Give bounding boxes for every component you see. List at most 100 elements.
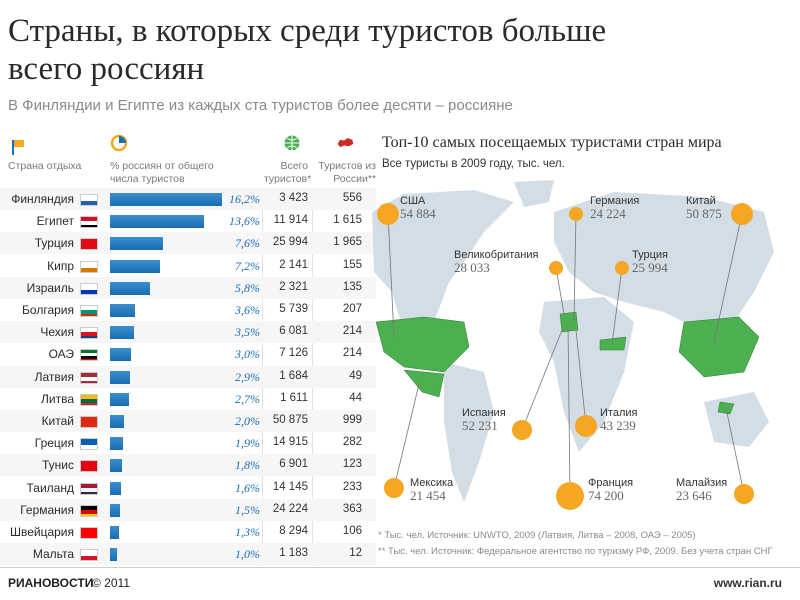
russian-tourists: 49: [349, 369, 362, 382]
leader-line: [567, 323, 571, 497]
country-marker: [549, 261, 563, 275]
share-label: 13,6%: [229, 214, 260, 229]
share-bar: [110, 548, 117, 562]
total-tourists: 2 141: [279, 258, 308, 271]
country-label: Мексика: [410, 477, 454, 489]
russian-tourists: 1 615: [333, 214, 362, 227]
country-name: ОАЭ: [48, 347, 74, 362]
table-row: Израиль 5,8% 2 321 135: [0, 276, 380, 299]
russian-tourists: 106: [342, 525, 362, 537]
table-row: Германия 1,5% 24 224 363: [0, 498, 380, 521]
country-label: Великобритания: [454, 249, 539, 261]
country-label: США: [400, 195, 426, 207]
tourist-value-label: 50 875: [686, 206, 722, 221]
share-label: 3,6%: [235, 303, 260, 317]
country-flag-icon: [80, 327, 98, 340]
leader-line: [393, 383, 420, 489]
flag-icon: [12, 140, 24, 155]
country-name: Литва: [41, 391, 74, 406]
country-marker: [731, 203, 753, 225]
tourist-value-label: 54 884: [400, 206, 436, 221]
country-marker: [615, 261, 629, 275]
country-flag-icon: [80, 282, 98, 295]
map-title: Топ-10 самых посещаемых туристами стран …: [382, 134, 722, 151]
share-label: 1,3%: [235, 525, 260, 539]
page-subtitle: В Финляндии и Египте из каждых ста турис…: [8, 97, 513, 114]
russian-tourists: 123: [342, 458, 362, 471]
share-bar: [110, 392, 129, 406]
table-row: Китай 2,0% 50 875 999: [0, 410, 380, 432]
tourist-value-label: 25 994: [632, 260, 668, 275]
tourist-value-label: 28 033: [454, 260, 490, 275]
share-label: 16,2%: [229, 192, 260, 206]
total-tourists: 1 183: [279, 547, 308, 560]
footnote-1: * Тыс. чел. Источник: UNWTO, 2009 (Латви…: [378, 530, 696, 541]
russian-tourists: 233: [342, 480, 362, 493]
country-label: Турция: [632, 249, 668, 261]
country-name: Швейцария: [9, 525, 74, 539]
country-name: Китай: [41, 414, 74, 428]
total-tourists: 50 875: [272, 414, 308, 426]
table-row: Таиланд 1,6% 14 145 233: [0, 477, 380, 499]
share-label: 2,0%: [235, 414, 260, 428]
country-label: Китай: [686, 195, 716, 207]
russian-tourists: 135: [342, 280, 362, 293]
country-name: Израиль: [26, 280, 74, 295]
country-flag-icon: [80, 416, 98, 428]
russian-tourists: 1 965: [333, 236, 362, 249]
russian-tourists: 282: [342, 436, 362, 449]
header-russia: Туристов из России**: [318, 160, 376, 185]
tourist-value-label: 24 224: [590, 206, 626, 221]
share-label: 2,7%: [235, 391, 260, 406]
share-label: 1,0%: [235, 547, 260, 562]
site-link[interactable]: www.rian.ru: [713, 576, 782, 590]
share-label: 1,6%: [235, 480, 260, 495]
tourist-value-label: 52 231: [462, 418, 498, 433]
total-tourists: 8 294: [279, 525, 308, 537]
share-bar: [110, 526, 119, 539]
table-row: Турция 7,6% 25 994 1 965: [0, 232, 380, 255]
share-label: 5,8%: [235, 280, 260, 295]
country-name: Тунис: [42, 458, 74, 473]
russian-tourists: 12: [349, 547, 362, 560]
country-marker: [556, 482, 584, 510]
country-flag-icon: [80, 349, 98, 362]
share-label: 1,9%: [235, 436, 260, 451]
country-label: Малайзия: [676, 477, 727, 489]
leader-line: [573, 213, 577, 321]
share-bar: [110, 459, 123, 473]
country-name: Мальта: [32, 547, 74, 562]
share-label: 3,0%: [235, 347, 260, 362]
share-label: 1,8%: [235, 458, 260, 473]
highlighted-countries: [375, 311, 760, 415]
country-flag-icon: [80, 194, 98, 206]
table-row: ОАЭ 3,0% 7 126 214: [0, 343, 380, 365]
mexico-shape: [403, 369, 445, 398]
total-tourists: 14 145: [272, 480, 308, 493]
europe-shape: [559, 311, 579, 333]
share-label: 7,6%: [235, 236, 260, 251]
globe-icon: [284, 135, 300, 151]
total-tourists: 14 915: [272, 436, 308, 449]
footnote-2: ** Тыс. чел. Источник: Федеральное агент…: [378, 546, 773, 557]
russian-tourists: 363: [342, 502, 362, 515]
share-bar: [110, 503, 121, 517]
share-bar: [110, 215, 205, 229]
share-bar: [110, 193, 222, 206]
country-marker: [569, 207, 583, 221]
total-tourists: 7 126: [279, 347, 308, 360]
country-name: Кипр: [47, 258, 74, 273]
usa-shape: [375, 316, 470, 373]
country-label: Италия: [600, 407, 638, 419]
table-row: Литва 2,7% 1 611 44: [0, 388, 380, 410]
leader-line: [725, 407, 745, 495]
country-marker: [734, 484, 754, 504]
country-flag-icon: [80, 460, 98, 473]
country-name: Германия: [20, 502, 74, 517]
country-label: Франция: [588, 477, 633, 489]
country-flag-icon: [80, 371, 98, 384]
percent-icon: [110, 134, 128, 152]
leader-line: [611, 267, 623, 345]
russian-tourists: 155: [342, 258, 362, 271]
country-flag-icon: [80, 504, 98, 517]
